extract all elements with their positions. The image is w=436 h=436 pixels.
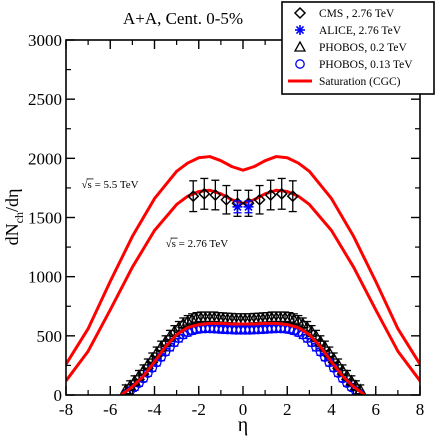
cms-2-76-tev-point bbox=[209, 188, 222, 202]
y-tick-label: 1500 bbox=[28, 209, 62, 228]
legend-item-cms-2-76-tev: CMS , 2.76 TeV bbox=[293, 6, 395, 20]
x-tick-label: 6 bbox=[372, 400, 381, 419]
alice-2-76-tev-point bbox=[232, 201, 243, 212]
x-tick-label: 4 bbox=[327, 400, 336, 419]
cms-2-76-tev-errorbar bbox=[288, 180, 297, 213]
cms-2-76-tev-errorbar bbox=[266, 179, 275, 211]
x-tick-label: -8 bbox=[59, 400, 73, 419]
annotations: √s = 5.5 TeV √s = 2.76 TeV bbox=[81, 178, 229, 250]
legend-asterisk-icon bbox=[295, 25, 305, 35]
phobos-0-2-tev-point bbox=[301, 320, 314, 332]
legend-circle-icon bbox=[295, 59, 305, 69]
legend-triangle-icon bbox=[293, 40, 307, 52]
y-tick-label: 3000 bbox=[28, 31, 62, 50]
phobos-0-2-tev-point bbox=[177, 317, 190, 329]
y-tick-label: 1000 bbox=[28, 268, 62, 287]
cms-2-76-tev-point bbox=[198, 187, 211, 200]
legend-box bbox=[281, 1, 435, 95]
cms-2-76-tev-point bbox=[187, 190, 200, 203]
legend-label: PHOBOS, 0.2 TeV bbox=[319, 42, 407, 54]
axis-ticks: -8 -6 -4 -2 0 2 4 6 8 0 500 1000 1500 2000 2500 3000 bbox=[28, 31, 424, 419]
cgc-curve-3 bbox=[120, 321, 366, 395]
x-tick-label: 2 bbox=[283, 400, 292, 419]
series-layer bbox=[66, 155, 420, 395]
cms-2-76-tev-errorbar bbox=[189, 180, 198, 213]
cgc-curve-2 bbox=[66, 188, 420, 382]
x-tick-label: 0 bbox=[239, 400, 248, 419]
legend-label: CMS , 2.76 TeV bbox=[319, 8, 395, 20]
y-axis-label-subscript: ch bbox=[12, 212, 26, 223]
y-tick-label: 0 bbox=[54, 386, 63, 405]
alice-2-76-tev-point bbox=[243, 201, 254, 212]
cms-2-76-tev-errorbar bbox=[211, 179, 220, 211]
legend-label: PHOBOS, 0.13 TeV bbox=[319, 59, 413, 71]
y-tick-label: 2000 bbox=[28, 149, 62, 168]
phobos-0-2-tev-point bbox=[296, 317, 309, 329]
phobos-0-2-tev-point bbox=[186, 312, 199, 324]
cms-2-76-tev-errorbar bbox=[222, 184, 231, 215]
cms-2-76-tev-errorbar bbox=[200, 177, 209, 210]
cgc-curve-1 bbox=[66, 155, 420, 366]
cms-2-76-tev-errorbar bbox=[277, 177, 286, 210]
sqrt-s-annotation-2: √s = 2.76 TeV bbox=[166, 238, 229, 250]
y-axis-label-main: dN bbox=[2, 223, 22, 245]
legend: CMS , 2.76 TeV ALICE, 2.76 TeV PHOBOS, 0.2… bbox=[281, 1, 435, 95]
y-axis-label-tail: /dη bbox=[2, 189, 22, 212]
legend-label: ALICE, 2.76 TeV bbox=[319, 25, 402, 37]
x-tick-label: -2 bbox=[192, 400, 206, 419]
cms-2-76-tev-point bbox=[264, 188, 277, 202]
legend-item-saturation-cgc: Saturation (CGC) bbox=[288, 76, 401, 88]
x-tick-label: -6 bbox=[103, 400, 117, 419]
legend-diamond-icon bbox=[293, 6, 307, 20]
phobos-0-2-tev-point bbox=[172, 320, 185, 332]
phobos-0-2-tev-point bbox=[181, 314, 194, 326]
x-tick-label: 8 bbox=[416, 400, 425, 419]
x-axis-label: η bbox=[238, 414, 248, 436]
cms-2-76-tev-errorbar bbox=[255, 184, 264, 215]
cms-2-76-tev-point bbox=[220, 193, 233, 206]
cms-2-76-tev-point bbox=[286, 190, 299, 203]
legend-item-alice-2-76-tev: ALICE, 2.76 TeV bbox=[295, 25, 402, 37]
cms-2-76-tev-point bbox=[253, 193, 266, 206]
legend-label: Saturation (CGC) bbox=[319, 76, 401, 88]
chart-title: A+A, Cent. 0-5% bbox=[123, 9, 243, 28]
cms-2-76-tev-point bbox=[275, 187, 288, 200]
y-axis-label: dNch/dη bbox=[2, 189, 26, 246]
legend-item-phobos-0-2-tev: PHOBOS, 0.2 TeV bbox=[293, 40, 407, 54]
sqrt-s-annotation-1: √s = 5.5 TeV bbox=[81, 179, 138, 191]
y-tick-label: 500 bbox=[37, 327, 63, 346]
legend-item-phobos-0-13-tev: PHOBOS, 0.13 TeV bbox=[295, 59, 413, 71]
y-tick-label: 2500 bbox=[28, 90, 62, 109]
x-tick-label: -4 bbox=[147, 400, 162, 419]
